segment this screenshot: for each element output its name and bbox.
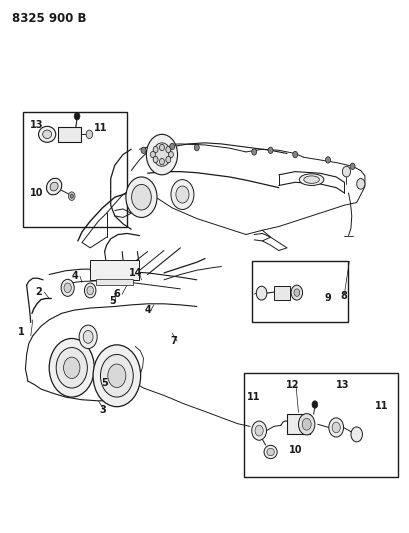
- Circle shape: [93, 345, 140, 407]
- Circle shape: [292, 151, 297, 158]
- Circle shape: [159, 158, 164, 165]
- Circle shape: [87, 286, 93, 295]
- Ellipse shape: [266, 448, 274, 456]
- Text: 2: 2: [36, 287, 42, 297]
- Circle shape: [131, 184, 151, 210]
- Circle shape: [159, 144, 164, 151]
- Bar: [58, 127, 81, 142]
- Circle shape: [301, 418, 310, 430]
- Circle shape: [84, 283, 96, 298]
- Circle shape: [146, 134, 177, 175]
- Circle shape: [49, 338, 94, 397]
- Ellipse shape: [38, 126, 56, 142]
- Circle shape: [83, 330, 93, 343]
- Text: 3: 3: [99, 406, 106, 415]
- Circle shape: [175, 186, 189, 203]
- Circle shape: [267, 147, 272, 154]
- Text: 5: 5: [101, 378, 108, 387]
- Circle shape: [356, 179, 364, 189]
- Circle shape: [141, 147, 146, 154]
- Text: 1: 1: [18, 327, 25, 336]
- Ellipse shape: [50, 182, 58, 191]
- Text: 11: 11: [246, 392, 259, 402]
- Circle shape: [331, 422, 339, 433]
- Circle shape: [74, 112, 80, 120]
- Circle shape: [350, 427, 362, 442]
- Text: 7: 7: [171, 336, 177, 346]
- Bar: [22, 112, 127, 227]
- Circle shape: [298, 414, 314, 435]
- Circle shape: [64, 283, 71, 293]
- Text: 10: 10: [288, 446, 301, 455]
- Text: 13: 13: [30, 120, 43, 130]
- Circle shape: [56, 348, 87, 388]
- Circle shape: [153, 147, 157, 153]
- Ellipse shape: [299, 174, 323, 185]
- Circle shape: [251, 421, 266, 440]
- Text: 14: 14: [128, 268, 142, 278]
- Text: 13: 13: [335, 380, 348, 390]
- Circle shape: [86, 130, 92, 139]
- Circle shape: [311, 401, 317, 408]
- Text: 4: 4: [144, 305, 151, 315]
- Ellipse shape: [303, 176, 319, 183]
- Bar: [243, 373, 397, 477]
- Circle shape: [126, 177, 157, 217]
- Text: 11: 11: [375, 401, 388, 411]
- Circle shape: [256, 286, 266, 300]
- Text: 12: 12: [286, 380, 299, 390]
- Text: 11: 11: [94, 123, 107, 133]
- Circle shape: [168, 151, 173, 158]
- Circle shape: [108, 364, 126, 387]
- Bar: [273, 286, 290, 300]
- Circle shape: [153, 143, 171, 166]
- Circle shape: [194, 144, 199, 151]
- Circle shape: [328, 418, 343, 437]
- Circle shape: [325, 157, 330, 163]
- Circle shape: [79, 325, 97, 349]
- Circle shape: [293, 289, 299, 296]
- Bar: [90, 260, 139, 280]
- Circle shape: [290, 285, 302, 300]
- Circle shape: [61, 279, 74, 296]
- Circle shape: [251, 149, 256, 155]
- Circle shape: [166, 156, 171, 163]
- Circle shape: [169, 143, 174, 150]
- Bar: [286, 414, 309, 434]
- Circle shape: [100, 354, 133, 397]
- Circle shape: [349, 163, 354, 169]
- Text: 5: 5: [109, 296, 116, 306]
- Circle shape: [166, 147, 171, 153]
- Circle shape: [254, 425, 263, 436]
- Text: 10: 10: [30, 188, 43, 198]
- Circle shape: [171, 180, 193, 209]
- Circle shape: [63, 357, 80, 378]
- Circle shape: [342, 166, 350, 177]
- Circle shape: [68, 192, 75, 200]
- Circle shape: [150, 151, 155, 158]
- Ellipse shape: [46, 178, 62, 195]
- Text: 6: 6: [113, 289, 120, 299]
- Circle shape: [153, 156, 157, 163]
- Text: 8325 900 B: 8325 900 B: [12, 12, 87, 25]
- Circle shape: [70, 194, 73, 198]
- Ellipse shape: [43, 130, 52, 139]
- Text: 8: 8: [339, 291, 346, 301]
- Bar: [96, 279, 133, 285]
- Text: 4: 4: [71, 271, 78, 281]
- Text: 9: 9: [324, 294, 330, 303]
- Bar: [252, 261, 348, 322]
- Ellipse shape: [263, 446, 276, 458]
